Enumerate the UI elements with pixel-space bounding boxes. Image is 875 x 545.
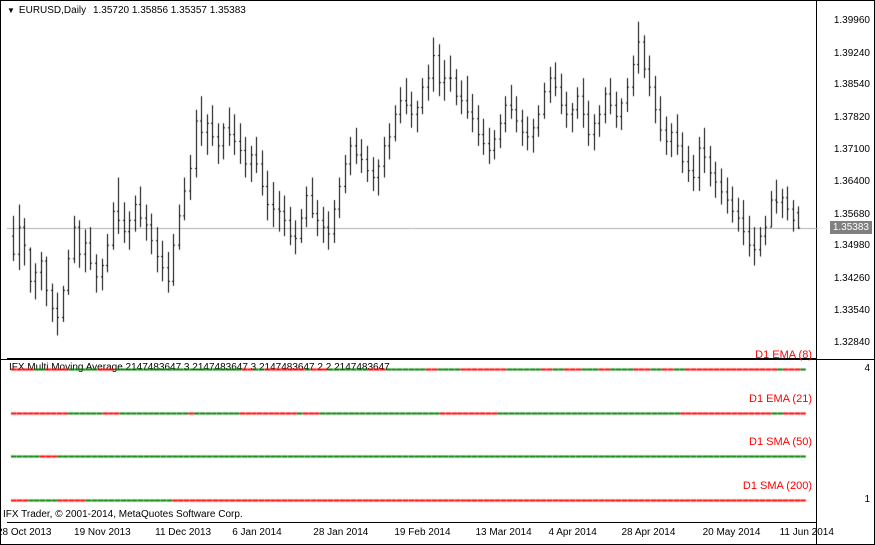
ma-label: D1 EMA (8) (755, 349, 812, 361)
y-tick-label: 1.38540 (834, 79, 870, 90)
y-tick-label: 1.37100 (834, 144, 870, 155)
price-canvas (7, 5, 818, 359)
y-tick-label: 1.39960 (834, 15, 870, 26)
price-chart-area[interactable] (7, 5, 816, 359)
y-tick-label: 1.36400 (834, 176, 870, 187)
x-tick-label: 6 Jan 2014 (232, 527, 282, 538)
indicator-y-tick: 1 (864, 494, 870, 505)
copyright-label: IFX Trader, © 2001-2014, MetaQuotes Soft… (3, 509, 243, 520)
current-price-tag: 1.35383 (830, 221, 872, 234)
x-tick-label: 11 Dec 2013 (155, 527, 211, 538)
indicator-area[interactable]: IFX Multi Moving Average 2147483647 3 21… (7, 360, 816, 522)
x-tick-label: 19 Nov 2013 (74, 527, 131, 538)
x-tick-label: 28 Oct 2013 (0, 527, 51, 538)
x-tick-label: 19 Feb 2014 (394, 527, 450, 538)
y-tick-label: 1.32840 (834, 337, 870, 348)
x-tick-label: 28 Apr 2014 (621, 527, 675, 538)
ma-label: D1 EMA (21) (749, 393, 812, 405)
x-tick-label: 28 Jan 2014 (313, 527, 368, 538)
x-axis: 28 Oct 201319 Nov 201311 Dec 20136 Jan 2… (7, 522, 816, 544)
y-tick-label: 1.34980 (834, 240, 870, 251)
y-tick-label: 1.35680 (834, 209, 870, 220)
ma-label: D1 SMA (200) (743, 480, 812, 492)
y-tick-label: 1.34260 (834, 273, 870, 284)
x-tick-label: 11 Jun 2014 (780, 527, 834, 538)
x-tick-label: 20 May 2014 (703, 527, 761, 538)
indicator-y-tick: 4 (864, 363, 870, 374)
x-tick-label: 13 Mar 2014 (475, 527, 531, 538)
x-tick-label: 4 Apr 2014 (548, 527, 596, 538)
ma-label: D1 SMA (50) (749, 436, 812, 448)
y-tick-label: 1.37820 (834, 112, 870, 123)
indicator-y-labels: 41 (818, 360, 874, 522)
y-tick-label: 1.33540 (834, 305, 870, 316)
y-axis-labels: 1.39960 1.39240 1.38540 1.37820 1.37100 1.364… (818, 5, 874, 359)
indicator-canvas (7, 360, 818, 522)
y-tick-label: 1.39240 (834, 48, 870, 59)
